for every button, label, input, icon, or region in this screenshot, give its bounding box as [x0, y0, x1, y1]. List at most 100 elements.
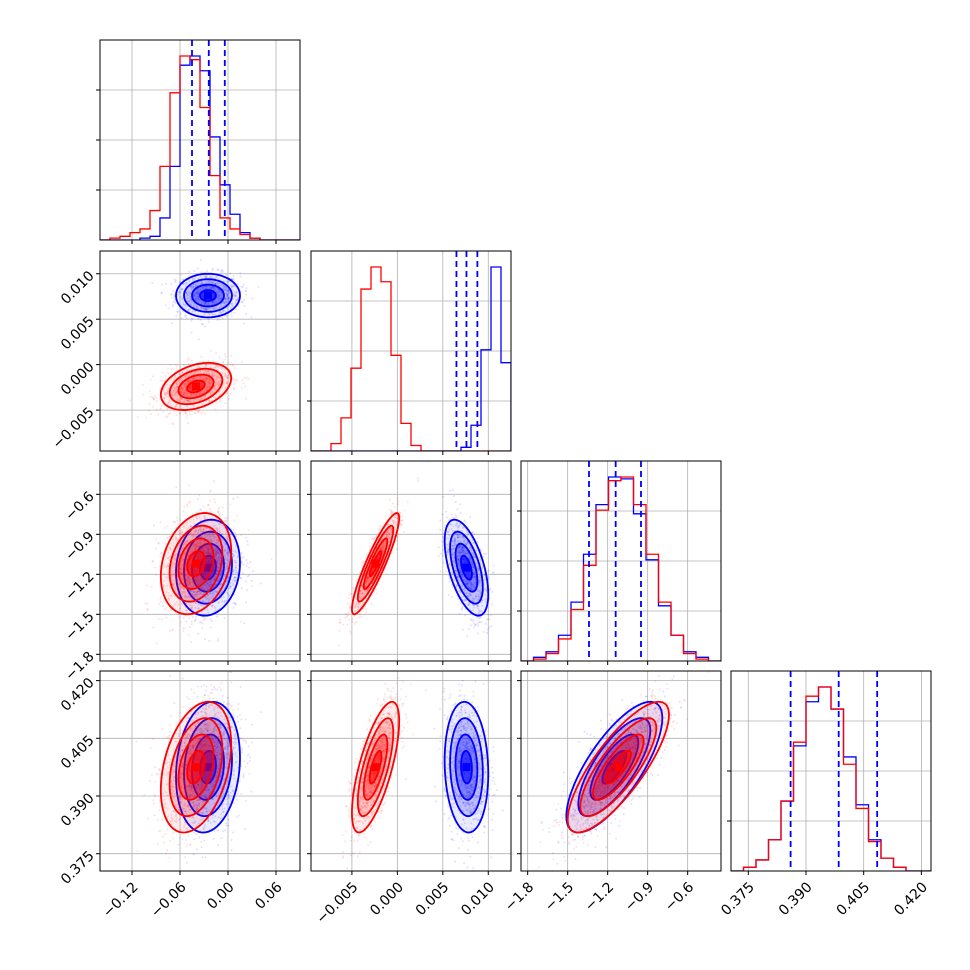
scatter-point [219, 572, 222, 575]
scatter-point [220, 304, 223, 307]
scatter-point [184, 285, 187, 288]
scatter-point [236, 299, 239, 302]
scatter-point [234, 579, 237, 582]
scatter-point [226, 377, 229, 380]
scatter-point [207, 552, 210, 555]
scatter-point [205, 386, 208, 389]
scatter-point [218, 555, 221, 558]
scatter-point [210, 349, 213, 352]
scatter-point [197, 295, 200, 298]
scatter-point [226, 293, 229, 296]
scatter-point [224, 549, 227, 552]
scatter-point [234, 295, 237, 298]
scatter-point [193, 544, 196, 547]
scatter-point [222, 288, 225, 291]
scatter-point [172, 423, 175, 426]
scatter-point [233, 519, 236, 522]
scatter-point [198, 376, 201, 379]
scatter-point [166, 536, 169, 539]
scatter-point [208, 382, 211, 385]
scatter-point [166, 367, 169, 370]
scatter-point [182, 627, 185, 630]
scatter-point [217, 299, 220, 302]
scatter-point [209, 382, 212, 385]
scatter-point [488, 576, 491, 579]
scatter-point [198, 366, 201, 369]
scatter-point [146, 609, 149, 612]
scatter-point [226, 382, 229, 385]
scatter-point [179, 412, 182, 415]
scatter-point [164, 393, 167, 396]
scatter-point [160, 404, 163, 407]
scatter-point [193, 371, 196, 374]
scatter-point [185, 291, 188, 294]
scatter-point [191, 550, 194, 553]
scatter-point [180, 398, 183, 401]
scatter-point [205, 546, 208, 549]
scatter-point [201, 375, 204, 378]
scatter-point [212, 375, 215, 378]
scatter-point [224, 273, 227, 276]
scatter-point [205, 285, 208, 288]
scatter-point [192, 591, 195, 594]
scatter-point [219, 535, 222, 538]
scatter-point [184, 608, 187, 611]
scatter-point [181, 301, 184, 304]
scatter-point [211, 391, 214, 394]
scatter-point [201, 580, 204, 583]
scatter-point [198, 528, 201, 531]
scatter-point [198, 409, 201, 412]
scatter-point [170, 392, 173, 395]
scatter-point [218, 382, 221, 385]
scatter-point [227, 552, 230, 555]
scatter-point [166, 392, 169, 395]
scatter-point [217, 637, 220, 640]
scatter-point [155, 400, 158, 403]
scatter-point [234, 559, 237, 562]
scatter-point [217, 365, 220, 368]
scatter-point [197, 546, 200, 549]
scatter-point [449, 489, 452, 492]
scatter-point [194, 545, 197, 548]
scatter-point [247, 377, 250, 380]
scatter-point [217, 277, 220, 280]
scatter-point [196, 517, 199, 520]
scatter-point [199, 528, 202, 531]
scatter-point [193, 543, 196, 546]
scatter-point [217, 565, 220, 568]
scatter-point [154, 566, 157, 569]
scatter-point [210, 287, 213, 290]
scatter-point [203, 369, 206, 372]
scatter-point [221, 600, 224, 603]
scatter-point [222, 361, 225, 364]
scatter-point [213, 535, 216, 538]
scatter-point [222, 310, 225, 313]
scatter-point [224, 599, 227, 602]
scatter-point [182, 391, 185, 394]
scatter-point [214, 374, 217, 377]
scatter-point [204, 308, 207, 311]
scatter-point [197, 365, 200, 368]
scatter-point [167, 387, 170, 390]
scatter-point [200, 548, 203, 551]
scatter-point [170, 282, 173, 285]
scatter-point [171, 394, 174, 397]
scatter-point [189, 291, 192, 294]
scatter-point [209, 529, 212, 532]
scatter-point [184, 283, 187, 286]
scatter-point [180, 377, 183, 380]
scatter-point [163, 386, 166, 389]
scatter-point [206, 552, 209, 555]
scatter-point [228, 553, 231, 556]
scatter-point [193, 548, 196, 551]
scatter-point [227, 292, 230, 295]
scatter-point [439, 528, 442, 531]
scatter-point [180, 389, 183, 392]
scatter-point [215, 550, 218, 553]
scatter-point [185, 399, 188, 402]
scatter-point [159, 408, 162, 411]
scatter-point [175, 382, 178, 385]
scatter-point [181, 278, 184, 281]
scatter-point [182, 543, 185, 546]
scatter-point [167, 372, 170, 375]
